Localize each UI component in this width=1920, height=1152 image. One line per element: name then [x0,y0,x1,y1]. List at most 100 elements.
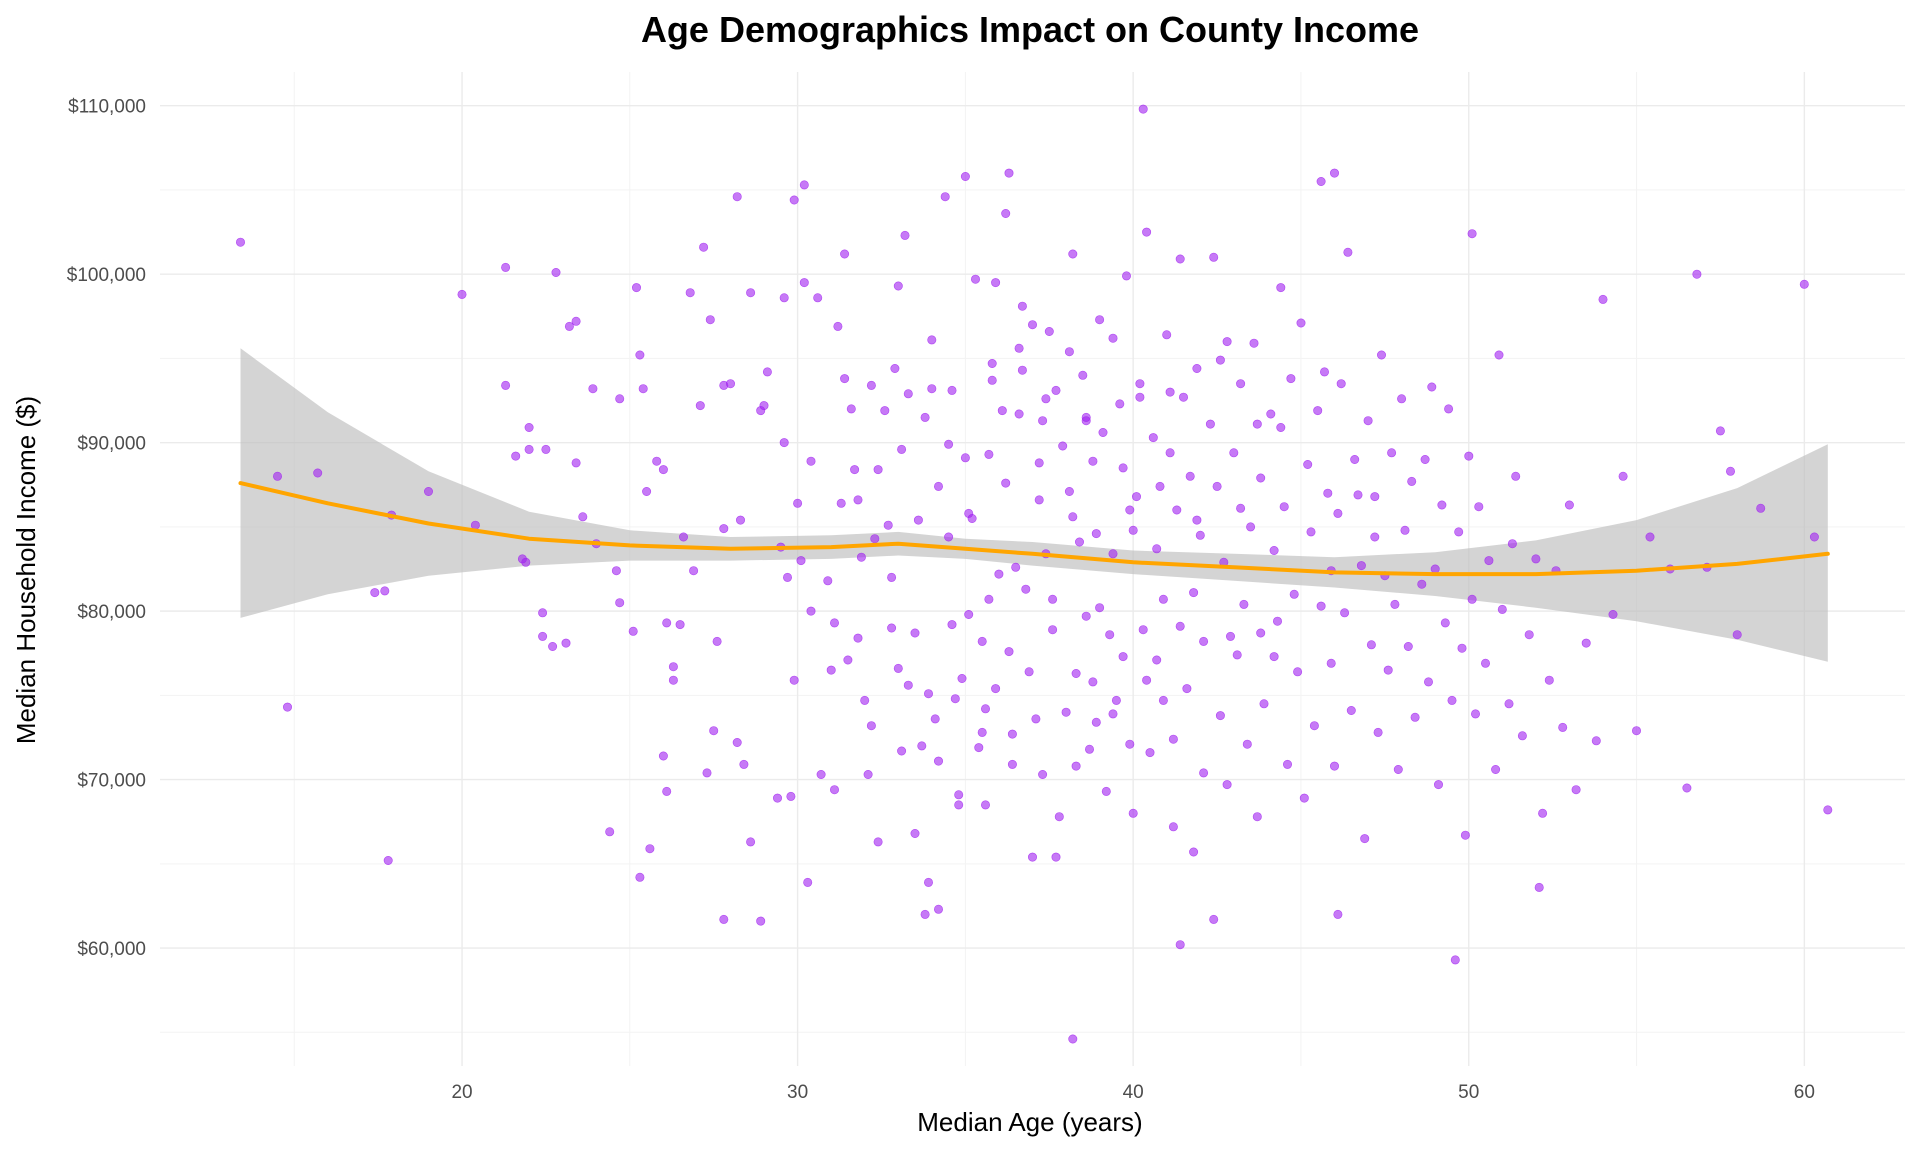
data-point [1162,330,1172,340]
data-point [712,636,722,646]
data-point [1189,847,1199,857]
data-point [1823,805,1833,815]
data-point [551,267,561,277]
data-point [980,704,990,714]
data-point [1101,786,1111,796]
data-point [1464,451,1474,461]
data-point [1420,454,1430,464]
y-tick-label: $110,000 [68,97,146,118]
data-point [1336,379,1346,389]
data-point [850,465,860,475]
data-point [615,394,625,404]
data-point [883,520,893,530]
data-point [960,172,970,182]
data-point [1390,599,1400,609]
chart-title: Age Demographics Impact on County Income [641,9,1419,50]
data-point [1417,579,1427,589]
data-point [789,195,799,205]
data-point [1732,630,1742,640]
data-point [658,465,668,475]
data-point [1222,780,1232,790]
data-point [1212,481,1222,491]
data-point [689,566,699,576]
data-point [380,586,390,596]
data-point [873,465,883,475]
data-point [642,486,652,496]
data-point [1205,419,1215,429]
data-point [1175,940,1185,950]
data-point [635,872,645,882]
data-point [829,618,839,628]
data-point [1286,374,1296,384]
data-point [1252,812,1262,822]
data-point [1484,556,1494,566]
data-point [944,532,954,542]
data-point [1403,641,1413,651]
data-point [1323,488,1333,498]
data-point [1199,636,1209,646]
data-point [782,572,792,582]
data-point [954,790,964,800]
data-point [1454,527,1464,537]
data-point [1434,780,1444,790]
data-point [423,486,433,496]
data-point [1128,525,1138,535]
data-point [1303,459,1313,469]
data-point [1115,399,1125,409]
data-point [638,384,648,394]
data-point [1534,882,1544,892]
data-point [1038,416,1048,426]
data-point [1148,433,1158,443]
data-point [1125,505,1135,515]
data-point [960,453,970,463]
data-point [1756,503,1766,513]
data-point [1447,695,1457,705]
data-point [917,741,927,751]
data-point [1054,812,1064,822]
data-point [1507,539,1517,549]
data-point [840,374,850,384]
data-point [1296,318,1306,328]
data-point [994,569,1004,579]
data-point [1289,589,1299,599]
data-point [1068,512,1078,522]
data-point [521,557,531,567]
data-point [1098,427,1108,437]
data-point [725,379,735,389]
data-point [1427,382,1437,392]
data-point [561,638,571,648]
data-point [1158,594,1168,604]
data-point [923,689,933,699]
data-point [1064,486,1074,496]
data-point [1135,379,1145,389]
data-point [1544,675,1554,685]
data-point [1004,647,1014,657]
data-point [1273,616,1283,626]
data-points [236,104,1833,1044]
data-point [615,598,625,608]
data-point [1078,370,1088,380]
data-point [719,524,729,534]
data-point [1517,731,1527,741]
data-point [685,288,695,298]
data-point [1558,722,1568,732]
data-point [1051,852,1061,862]
data-point [1256,473,1266,483]
data-point [1132,492,1142,502]
data-point [1195,530,1205,540]
data-point [1175,254,1185,264]
data-point [1682,783,1692,793]
data-point [1444,404,1454,414]
data-point [1192,363,1202,373]
data-point [668,675,678,685]
data-point [675,620,685,630]
data-point [1564,500,1574,510]
data-point [1330,168,1340,178]
data-point [1061,707,1071,717]
data-point [699,242,709,252]
data-point [1152,544,1162,554]
data-point [1440,618,1450,628]
data-point [1632,726,1642,736]
data-point [923,877,933,887]
data-point [1135,392,1145,402]
